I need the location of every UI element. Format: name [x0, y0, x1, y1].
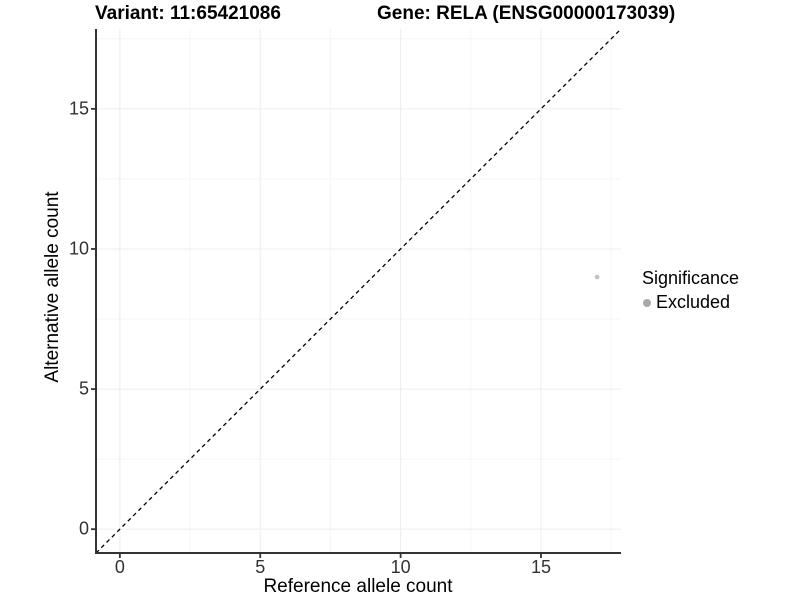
legend-item-label: Excluded — [656, 292, 731, 312]
y-axis-title: Alternative allele count — [42, 191, 63, 383]
identity-dashed-line — [95, 28, 622, 554]
x-tick-label: 10 — [390, 557, 411, 577]
legend-item-excluded: Excluded — [643, 292, 739, 313]
plot-title-variant: Variant: 11:65421086 — [95, 3, 281, 24]
y-tick-label: 5 — [78, 378, 89, 399]
x-tick-label: 5 — [255, 557, 266, 577]
legend: Significance Excluded — [642, 268, 739, 313]
y-tick-label: 10 — [68, 238, 89, 259]
x-tick-label: 15 — [530, 557, 551, 577]
legend-title: Significance — [642, 268, 740, 288]
legend-point-icon — [643, 298, 651, 307]
y-tick-label: 0 — [78, 518, 89, 539]
data-point — [594, 274, 600, 280]
y-tick-label: 15 — [68, 98, 89, 119]
x-axis-title: Reference allele count — [263, 576, 453, 597]
plot-title-gene: Gene: RELA (ENSG00000173039) — [377, 3, 676, 24]
x-tick-label: 0 — [114, 557, 125, 577]
